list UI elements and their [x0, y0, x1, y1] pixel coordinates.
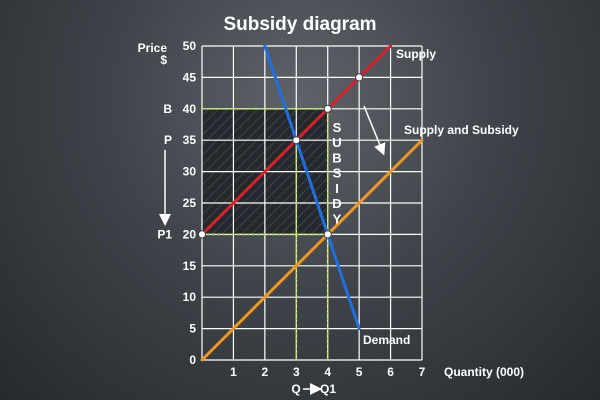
supply-and-subsidy-series-label: Supply and Subsidy	[404, 123, 519, 137]
quantity-label-q: Q	[291, 382, 300, 396]
subsidy-label-letter-1: S	[333, 120, 342, 135]
subsidy-label-letter-3: B	[332, 150, 341, 165]
data-point-2	[292, 136, 301, 145]
y-tick-label-20: 20	[183, 227, 197, 241]
x-tick-label-2: 2	[262, 365, 269, 379]
supply-series-label: Supply	[396, 47, 436, 61]
x-tick-label-1: 1	[230, 365, 237, 379]
x-tick-label-5: 5	[356, 365, 363, 379]
price-label-p1: P1	[157, 227, 172, 241]
data-point-4	[323, 230, 332, 239]
y-tick-label-5: 5	[189, 322, 196, 336]
x-tick-label-7: 7	[419, 365, 426, 379]
demand-series-label: Demand	[363, 333, 410, 347]
y-tick-label-0: 0	[189, 353, 196, 367]
quantity-label-q1: Q1	[320, 382, 336, 396]
y-axis-title-line-1: Price	[138, 41, 168, 55]
supply-shift-arrow	[363, 105, 386, 156]
chart-title: Subsidy diagram	[223, 14, 376, 35]
subsidy-label-letter-2: U	[332, 135, 341, 150]
x-tick-label-3: 3	[293, 365, 300, 379]
subsidy-label-letter-4: S	[333, 166, 342, 181]
price-label-p: P	[164, 133, 172, 147]
y-tick-label-15: 15	[183, 259, 197, 273]
data-point-1	[197, 230, 207, 239]
price-label-b: B	[163, 102, 172, 116]
y-axis-title-line-2: $	[160, 53, 167, 67]
x-tick-label-6: 6	[387, 365, 394, 379]
y-tick-label-50: 50	[183, 39, 197, 53]
subsidy-label-letter-6: D	[332, 196, 341, 211]
y-tick-label-45: 45	[183, 70, 197, 84]
data-point-5	[355, 73, 364, 82]
y-tick-label-30: 30	[183, 165, 197, 179]
demand-line	[263, 44, 361, 331]
y-tick-label-40: 40	[183, 102, 197, 116]
x-tick-label-4: 4	[324, 365, 331, 379]
x-axis-title: Quantity (000)	[444, 365, 524, 379]
subsidy-label-letter-7: Y	[333, 211, 342, 226]
y-tick-label-10: 10	[183, 290, 197, 304]
y-tick-label-25: 25	[183, 196, 197, 210]
data-point-3	[323, 104, 332, 113]
subsidy-label-letter-5: I	[335, 181, 339, 196]
y-tick-label-35: 35	[183, 133, 197, 147]
supply-and-subsidy-line	[200, 138, 424, 362]
